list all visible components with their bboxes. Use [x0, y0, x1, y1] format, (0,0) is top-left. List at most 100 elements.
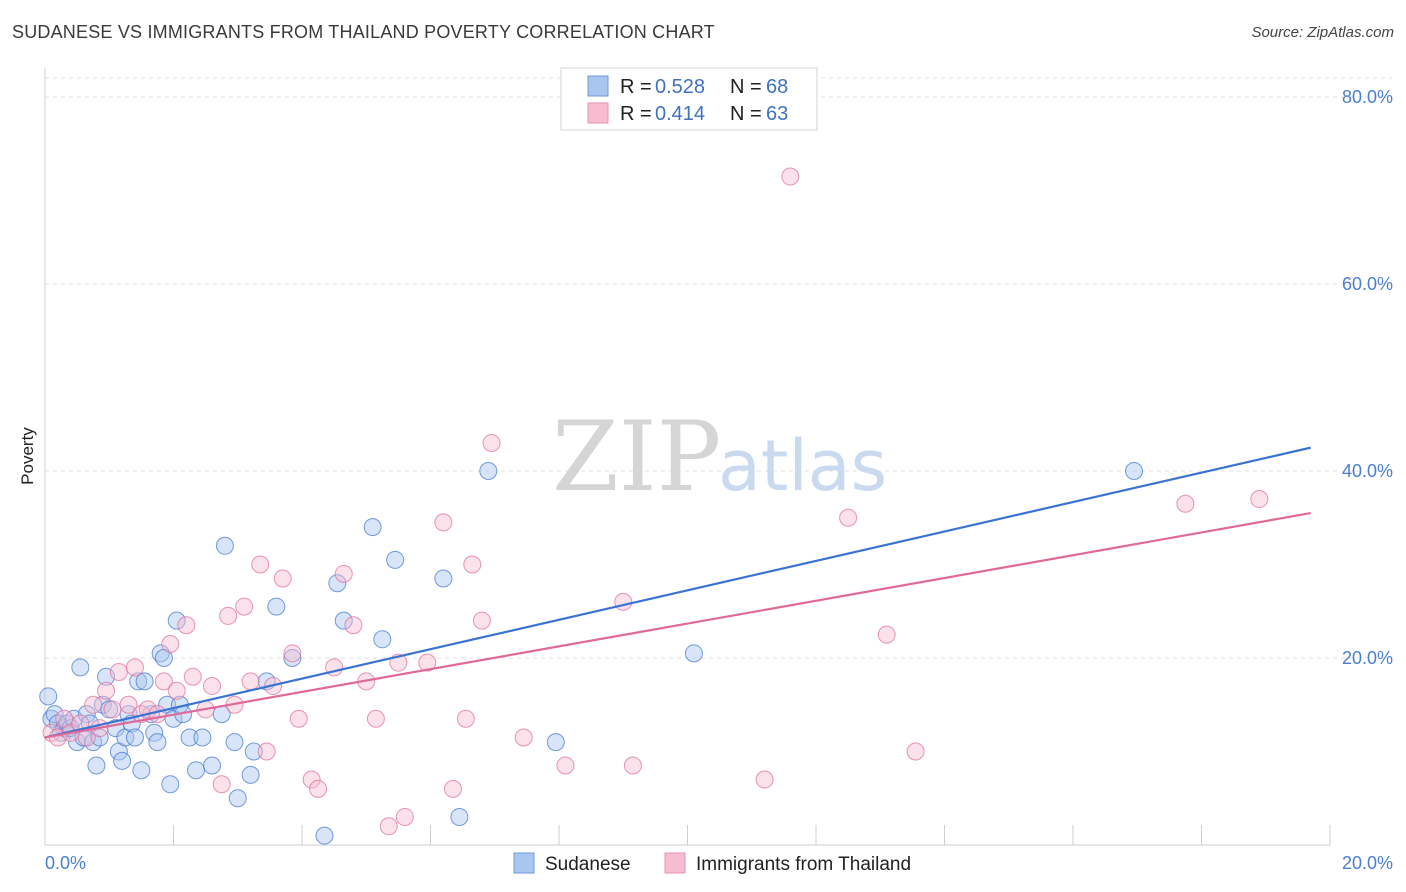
legend-swatch-thailand — [587, 102, 609, 124]
sudanese-point-15 — [87, 756, 106, 775]
x-tick-label-max: 20.0% — [1342, 853, 1393, 873]
thailand-point-41 — [379, 817, 398, 836]
sudanese-point-54 — [315, 826, 334, 845]
thailand-point-31 — [273, 569, 292, 588]
thailand-point-23 — [212, 775, 231, 794]
sudanese-point-43 — [193, 728, 212, 747]
chart-title: SUDANESE VS IMMIGRANTS FROM THAILAND POV… — [12, 22, 715, 42]
thailand-point-40 — [366, 709, 385, 728]
thailand-point-28 — [251, 555, 270, 574]
thailand-point-57 — [839, 508, 858, 527]
sudanese-point-60 — [434, 569, 453, 588]
thailand-point-60 — [1176, 494, 1195, 513]
bottom-legend: Sudanese Immigrants from Thailand — [513, 852, 911, 875]
watermark: ZIP atlas — [552, 401, 887, 513]
thailand-point-34 — [302, 770, 321, 789]
watermark-zip: ZIP — [552, 401, 721, 513]
thailand-point-27 — [241, 672, 260, 691]
thailand-point-12 — [125, 658, 144, 677]
thailand-point-24 — [219, 606, 238, 625]
sudanese-point-32 — [148, 733, 167, 752]
trend-lines — [44, 446, 1311, 739]
sudanese-trend-line — [44, 446, 1311, 739]
sudanese-point-44 — [203, 756, 222, 775]
sudanese-point-58 — [373, 630, 392, 649]
legend-n-value-1: 68 — [766, 76, 788, 98]
thailand-point-58 — [877, 625, 896, 644]
gridlines — [45, 77, 1392, 659]
thailand-point-46 — [443, 779, 462, 798]
sudanese-point-64 — [684, 644, 703, 663]
y-tick-label-40: 40.0% — [1342, 461, 1393, 481]
sudanese-point-16 — [90, 728, 109, 747]
thailand-point-50 — [482, 433, 501, 452]
thailand-point-51 — [514, 728, 533, 747]
sudanese-point-65 — [1125, 462, 1144, 480]
sudanese-point-56 — [334, 611, 353, 630]
bottom-legend-label-sudanese: Sudanese — [545, 854, 631, 875]
axes — [44, 68, 1331, 846]
sudanese-point-31 — [145, 723, 164, 742]
sudanese-point-9 — [68, 733, 87, 752]
sudanese-point-49 — [241, 765, 260, 784]
legend-n-label-1: N = — [730, 76, 762, 98]
sudanese-point-29 — [135, 672, 154, 691]
thailand-point-35 — [309, 779, 328, 798]
legend-r-label-1: R = — [620, 76, 652, 98]
legend: R = 0.528 N = 68 R = 0.414 N = 63 — [560, 67, 818, 131]
sudanese-point-28 — [132, 761, 151, 780]
legend-r-label-2: R = — [620, 103, 652, 125]
thailand-point-43 — [395, 807, 414, 826]
bottom-legend-swatch-thailand — [664, 852, 686, 874]
legend-swatch-sudanese — [587, 75, 609, 97]
sudanese-point-52 — [267, 597, 286, 616]
sudanese-point-59 — [386, 550, 405, 569]
y-axis-label: Poverty — [18, 427, 37, 485]
thailand-point-55 — [755, 770, 774, 789]
sudanese-point-17 — [93, 695, 112, 714]
bottom-legend-label-thailand: Immigrants from Thailand — [696, 854, 911, 875]
sudanese-point-61 — [450, 807, 469, 826]
bottom-legend-swatch-sudanese — [513, 852, 535, 874]
sudanese-point-10 — [71, 658, 90, 677]
sudanese-point-62 — [479, 462, 498, 480]
thailand-point-49 — [472, 611, 491, 630]
sudanese-point-41 — [180, 728, 199, 747]
sudanese-point-36 — [161, 775, 180, 794]
thailand-point-32 — [283, 644, 302, 663]
thailand-point-29 — [257, 742, 276, 761]
thailand-point-10 — [109, 663, 128, 682]
legend-n-value-2: 63 — [766, 103, 788, 125]
sudanese-point-53 — [283, 649, 302, 667]
thailand-point-56 — [781, 167, 800, 186]
thailand-point-53 — [614, 592, 633, 611]
thailand-point-38 — [344, 616, 363, 635]
sudanese-point-57 — [363, 518, 382, 537]
thailand-point-16 — [154, 672, 173, 691]
thailand-point-33 — [289, 709, 308, 728]
thailand-point-8 — [97, 681, 116, 700]
tick-labels: 20.0% 40.0% 60.0% 80.0% 0.0% 20.0% — [45, 87, 1393, 873]
thailand-point-11 — [119, 695, 138, 714]
sudanese-point-47 — [225, 733, 244, 752]
thailand-point-45 — [434, 513, 453, 532]
thailand-point-6 — [84, 695, 103, 714]
thailand-point-20 — [183, 667, 202, 686]
sudanese-point-0 — [39, 687, 58, 706]
sudanese-point-63 — [546, 733, 565, 752]
thailand-point-9 — [103, 700, 122, 719]
sudanese-point-42 — [186, 761, 205, 780]
x-tick-label-min: 0.0% — [45, 853, 86, 873]
y-tick-label-60: 60.0% — [1342, 274, 1393, 294]
y-tick-label-20: 20.0% — [1342, 648, 1393, 668]
thailand-point-44 — [418, 653, 437, 672]
thailand-point-18 — [167, 681, 186, 700]
y-tick-label-80: 80.0% — [1342, 87, 1393, 107]
thailand-point-59 — [906, 742, 925, 761]
thailand-point-52 — [556, 756, 575, 775]
sudanese-point-2 — [45, 705, 64, 724]
thailand-point-22 — [203, 677, 222, 696]
sudanese-point-48 — [228, 789, 247, 808]
sudanese-point-46 — [215, 536, 234, 555]
